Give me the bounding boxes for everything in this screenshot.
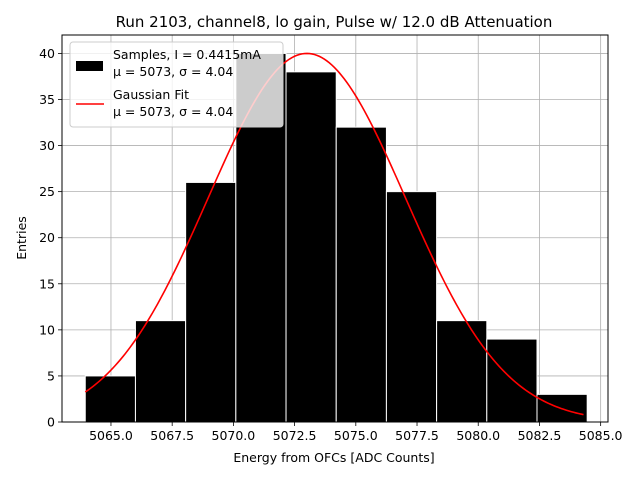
histogram-bar <box>134 320 187 423</box>
x-tick-label: 5080.0 <box>456 428 500 443</box>
x-tick-label: 5075.0 <box>334 428 378 443</box>
histogram-bar <box>185 181 237 423</box>
y-tick-label: 10 <box>39 322 55 337</box>
histogram-bar <box>436 320 488 423</box>
histogram-bar <box>285 71 337 423</box>
x-tick-label: 5082.5 <box>518 428 562 443</box>
x-tick-label: 5065.0 <box>89 428 133 443</box>
histogram-bar <box>335 126 387 423</box>
y-axis-label: Entries <box>14 216 29 260</box>
histogram-bar <box>486 338 538 423</box>
y-tick-label: 40 <box>39 46 55 61</box>
y-tick-label: 20 <box>39 230 55 245</box>
y-axis-ticks: 0 5 10 15 20 25 30 35 40 <box>39 46 62 430</box>
y-tick-label: 0 <box>47 415 55 430</box>
histogram-bar <box>84 375 136 423</box>
legend-samples-label: Samples, I = 0.4415mA <box>113 47 261 62</box>
gaussian-fit-layer <box>84 52 584 416</box>
legend-box <box>69 41 284 128</box>
plot-frame <box>61 34 609 423</box>
legend-fit-stats: μ = 5073, σ = 4.04 <box>113 104 233 119</box>
legend: Samples, I = 0.4415mA μ = 5073, σ = 4.04… <box>69 41 284 128</box>
legend-fit-label: Gaussian Fit <box>113 87 189 102</box>
chart-title: Run 2103, channel8, lo gain, Pulse w/ 12… <box>116 13 553 31</box>
y-tick-label: 35 <box>39 92 55 107</box>
y-tick-label: 30 <box>39 138 55 153</box>
x-tick-label: 5077.5 <box>395 428 439 443</box>
legend-samples-stats: μ = 5073, σ = 4.04 <box>113 64 233 79</box>
y-tick-label: 25 <box>39 184 55 199</box>
legend-samples-swatch <box>76 61 103 71</box>
y-tick-label: 5 <box>47 368 55 383</box>
y-tick-label: 15 <box>39 276 55 291</box>
histogram-bars <box>84 52 588 423</box>
x-axis-label: Energy from OFCs [ADC Counts] <box>233 450 434 465</box>
x-axis-ticks: 5065.0 5067.5 5070.0 5072.5 5075.0 5077.5 5080… <box>89 422 623 443</box>
x-tick-label: 5067.5 <box>150 428 194 443</box>
x-tick-label: 5072.5 <box>273 428 317 443</box>
histogram-bar <box>385 191 438 423</box>
x-tick-label: 5070.0 <box>212 428 256 443</box>
x-tick-label: 5085.0 <box>579 428 623 443</box>
gaussian-fit-curve <box>84 52 584 416</box>
